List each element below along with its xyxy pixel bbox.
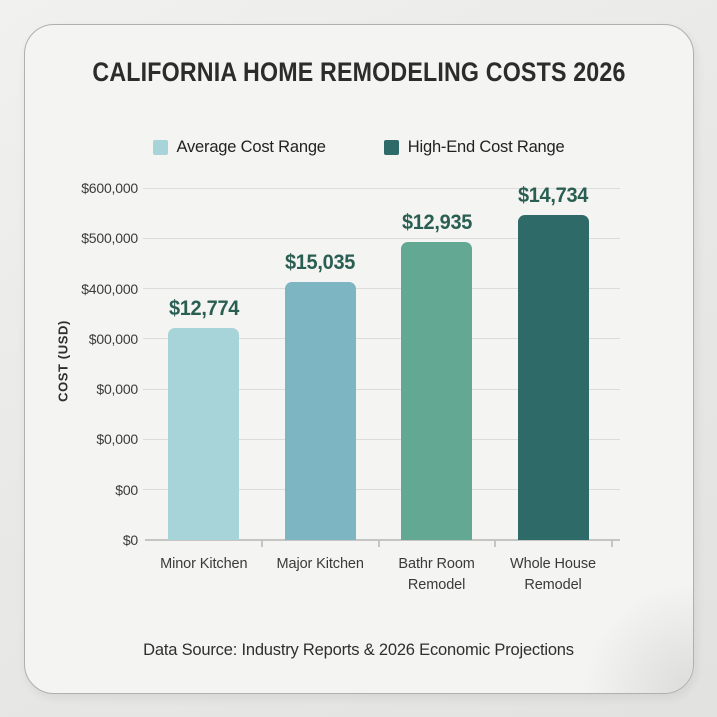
x-category-label: Minor Kitchen [160, 556, 248, 572]
gridline [143, 388, 620, 390]
data-source-note: Data Source: Industry Reports & 2026 Eco… [143, 641, 574, 659]
legend-swatch-average [152, 140, 168, 155]
x-axis-tick [610, 541, 613, 547]
bar-1 [168, 328, 240, 540]
legend: Average Cost Range High-End Cost Range [0, 138, 717, 157]
gridline [143, 288, 620, 290]
gridline [143, 438, 620, 440]
legend-label-average: Average Cost Range [176, 138, 326, 156]
x-axis-line [145, 539, 620, 541]
y-tick-label: $0 [122, 532, 138, 548]
x-category-label: Bathr Room Remodel [398, 556, 475, 594]
legend-item-highend: High-End Cost Range [383, 138, 565, 157]
chart-title-text: CALIFORNIA HOME REMODELING COSTS 2026 [91, 57, 626, 87]
bar-3 [401, 242, 473, 540]
x-category-label: Whole House Remodel [510, 556, 596, 594]
bar-2 [284, 282, 356, 540]
gridline [143, 237, 620, 239]
y-tick-label: $00,000 [88, 330, 138, 347]
x-axis-tick [261, 541, 264, 547]
y-tick-label: $400,000 [81, 280, 138, 297]
bar-value-label: $15,035 [285, 251, 356, 274]
bar-value-label: $12,935 [401, 211, 472, 234]
legend-swatch-highend [383, 140, 399, 155]
bar-4 [517, 215, 589, 540]
x-axis-tick [377, 541, 380, 547]
legend-item-average: Average Cost Range [152, 138, 326, 157]
y-tick-label: $600,000 [81, 180, 138, 196]
chart-title: CALIFORNIA HOME REMODELING COSTS 2026 [0, 57, 717, 88]
legend-label-highend: High-End Cost Range [407, 138, 565, 156]
gridline [143, 338, 620, 340]
y-tick-label: $00 [115, 481, 138, 498]
bar-value-label: $12,774 [168, 297, 239, 320]
y-tick-label: $500,000 [81, 230, 138, 247]
y-tick-label: $0,000 [96, 431, 138, 448]
gridline [143, 489, 620, 491]
bar-value-label: $14,734 [517, 184, 589, 207]
x-category-label: Major Kitchen [276, 556, 364, 572]
gridline [143, 187, 620, 189]
x-axis-tick [494, 541, 497, 547]
y-tick-label: $0,000 [96, 381, 138, 398]
